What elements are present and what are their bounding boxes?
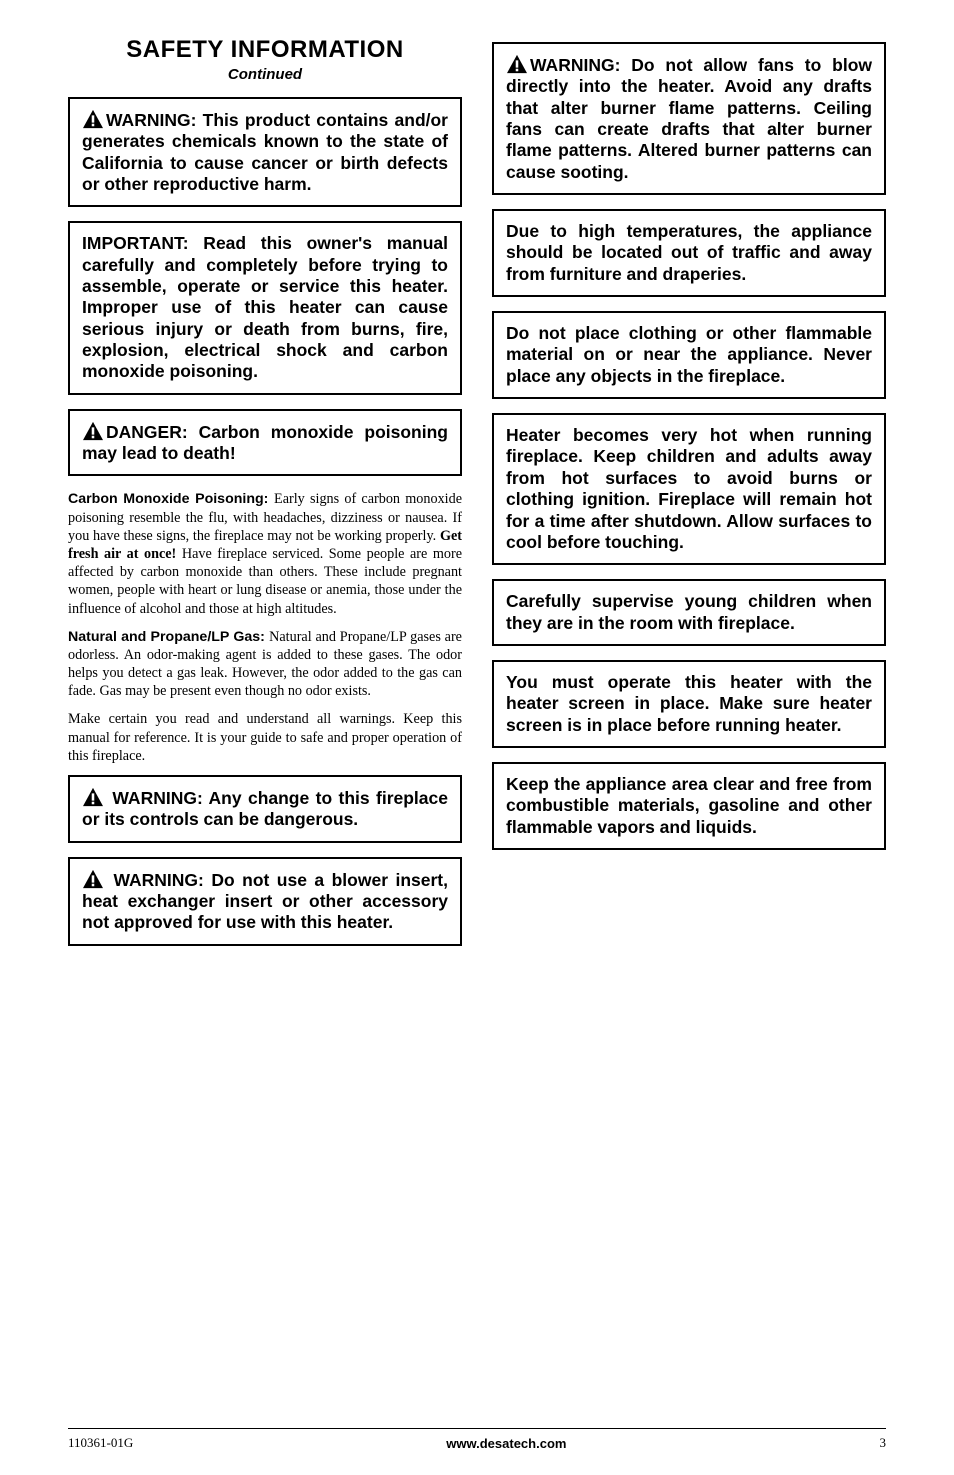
- warning-triangle-icon: [82, 870, 106, 890]
- box-text: Keep the appliance area clear and free f…: [506, 774, 872, 837]
- box-children: Carefully supervise young children when …: [492, 579, 886, 646]
- section-title: SAFETY INFORMATION: [68, 36, 462, 64]
- page-footer: 110361-01G www.desatech.com 3: [68, 1428, 886, 1451]
- box-text: Heater becomes very hot when running fir…: [506, 425, 872, 552]
- box-hot-surfaces: Heater becomes very hot when running fir…: [492, 413, 886, 565]
- continued-label: Continued: [68, 66, 462, 83]
- footer-page-number: 3: [880, 1435, 887, 1451]
- box-text: Do not place clothing or other flammable…: [506, 323, 872, 386]
- warning-box-changes: WARNING: Any change to this fireplace or…: [68, 775, 462, 843]
- box-text: Carefully supervise young children when …: [506, 591, 872, 632]
- warning-text: WARNING: Any change to this fireplace or…: [82, 788, 448, 829]
- page: SAFETY INFORMATION Continued WARNING: Th…: [0, 0, 954, 1475]
- box-temperatures: Due to high temperatures, the appliance …: [492, 209, 886, 297]
- warning-box-california: WARNING: This product contains and/or ge…: [68, 97, 462, 207]
- box-text: You must operate this heater with the he…: [506, 672, 872, 735]
- paragraph-read-warnings: Make certain you read and understand all…: [68, 710, 462, 765]
- right-column: WARNING: Do not allow fans to blow direc…: [492, 36, 886, 960]
- box-clothing: Do not place clothing or other flammable…: [492, 311, 886, 399]
- warning-text: WARNING: Do not allow fans to blow direc…: [506, 55, 872, 182]
- warning-triangle-icon: [82, 422, 106, 442]
- para-lead: Natural and Propane/LP Gas:: [68, 629, 269, 645]
- paragraph-co-poisoning: Carbon Monoxide Poisoning: Early signs o…: [68, 490, 462, 617]
- danger-box: DANGER: Carbon monoxide poisoning may le…: [68, 409, 462, 477]
- two-column-layout: SAFETY INFORMATION Continued WARNING: Th…: [68, 36, 886, 960]
- box-text: Due to high temperatures, the appliance …: [506, 221, 872, 284]
- warning-triangle-icon: [506, 55, 530, 75]
- important-box: IMPORTANT: Read this owner's manual care…: [68, 221, 462, 394]
- box-screen: You must operate this heater with the he…: [492, 660, 886, 748]
- warning-box-fans: WARNING: Do not allow fans to blow direc…: [492, 42, 886, 195]
- warning-triangle-icon: [82, 788, 106, 808]
- footer-doc-id: 110361-01G: [68, 1435, 133, 1451]
- left-column: SAFETY INFORMATION Continued WARNING: Th…: [68, 36, 462, 960]
- para-lead: Carbon Monoxide Poisoning:: [68, 491, 274, 507]
- danger-text: DANGER: Carbon monoxide poisoning may le…: [82, 422, 448, 463]
- important-text: IMPORTANT: Read this owner's manual care…: [82, 233, 448, 381]
- footer-url: www.desatech.com: [133, 1436, 879, 1451]
- warning-text: WARNING: This product contains and/or ge…: [82, 110, 448, 194]
- paragraph-gas: Natural and Propane/LP Gas: Natural and …: [68, 628, 462, 701]
- warning-triangle-icon: [82, 110, 106, 130]
- warning-text: WARNING: Do not use a blower insert, hea…: [82, 870, 448, 933]
- para-body: Make certain you read and understand all…: [68, 711, 462, 763]
- warning-box-blower: WARNING: Do not use a blower insert, hea…: [68, 857, 462, 946]
- box-combustible: Keep the appliance area clear and free f…: [492, 762, 886, 850]
